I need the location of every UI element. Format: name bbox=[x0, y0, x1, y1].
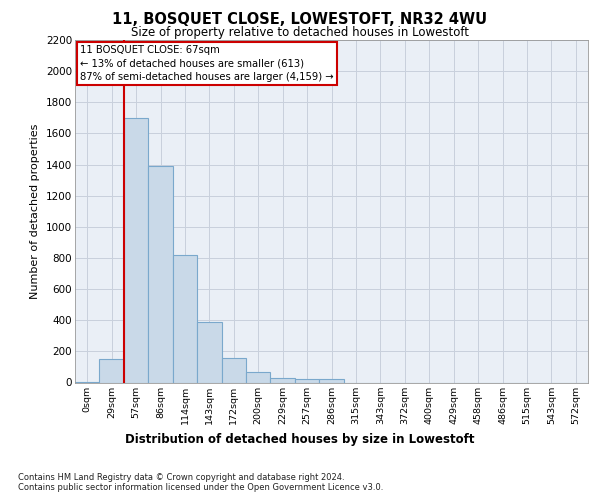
Bar bbox=[124, 118, 148, 382]
Text: Contains HM Land Registry data © Crown copyright and database right 2024.
Contai: Contains HM Land Registry data © Crown c… bbox=[18, 472, 383, 492]
Bar bbox=[271, 378, 295, 382]
Text: 11 BOSQUET CLOSE: 67sqm
← 13% of detached houses are smaller (613)
87% of semi-d: 11 BOSQUET CLOSE: 67sqm ← 13% of detache… bbox=[80, 45, 334, 82]
Bar bbox=[221, 358, 246, 382]
Bar bbox=[295, 378, 319, 382]
Text: Distribution of detached houses by size in Lowestoft: Distribution of detached houses by size … bbox=[125, 432, 475, 446]
Text: Size of property relative to detached houses in Lowestoft: Size of property relative to detached ho… bbox=[131, 26, 469, 39]
Bar bbox=[173, 255, 197, 382]
Bar bbox=[246, 372, 271, 382]
Y-axis label: Number of detached properties: Number of detached properties bbox=[31, 124, 40, 299]
Bar bbox=[197, 322, 221, 382]
Bar bbox=[148, 166, 173, 382]
Bar bbox=[319, 378, 344, 382]
Text: 11, BOSQUET CLOSE, LOWESTOFT, NR32 4WU: 11, BOSQUET CLOSE, LOWESTOFT, NR32 4WU bbox=[112, 12, 488, 28]
Bar bbox=[100, 359, 124, 382]
